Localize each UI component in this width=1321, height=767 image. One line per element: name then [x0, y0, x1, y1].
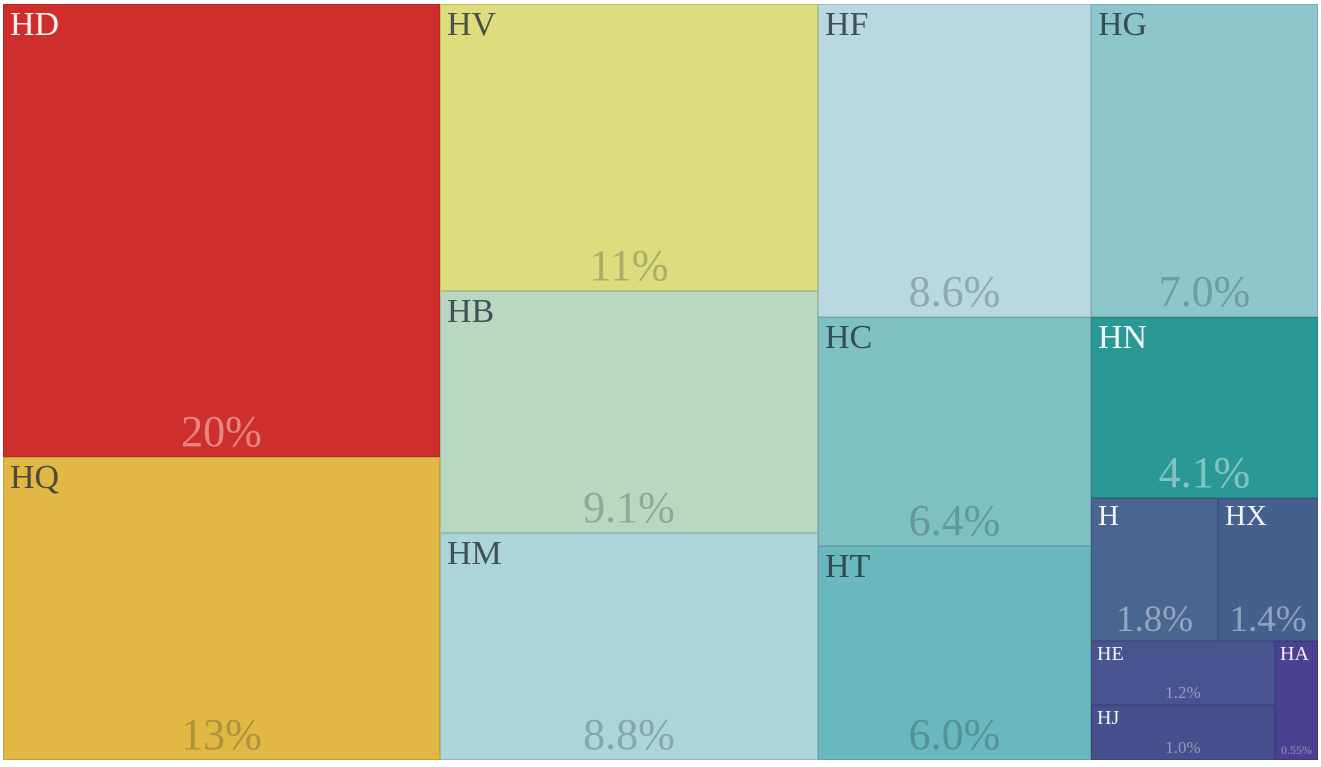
tile-label: HG — [1098, 6, 1148, 43]
treemap-tile-H[interactable]: H 1.8% — [1091, 498, 1218, 641]
tile-value: 1.0% — [1165, 738, 1201, 757]
tile-label: HJ — [1097, 707, 1120, 729]
tile-label: HD — [10, 6, 60, 43]
tile-value: 8.6% — [908, 267, 1001, 316]
treemap-tile-HV[interactable]: HV 11% — [440, 4, 818, 291]
tile-label: HB — [447, 293, 495, 330]
tile-value: 20% — [181, 407, 262, 456]
treemap-tile-HD[interactable]: HD 20% — [3, 4, 440, 457]
tile-value: 1.8% — [1115, 599, 1194, 640]
tile-value: 6.4% — [908, 496, 1001, 545]
treemap-tile-HQ[interactable]: HQ 13% — [3, 457, 440, 760]
tile-value: 6.0% — [908, 710, 1001, 759]
tile-label: HM — [447, 535, 502, 572]
tile-label: HF — [825, 6, 869, 43]
treemap-tile-HE[interactable]: HE 1.2% — [1091, 641, 1275, 705]
tile-value: 4.1% — [1158, 448, 1251, 497]
tile-value: 8.8% — [583, 710, 675, 759]
tile-label: HX — [1225, 500, 1267, 532]
tile-value: 13% — [181, 710, 262, 759]
treemap-tile-HT[interactable]: HT 6.0% — [818, 546, 1091, 760]
tile-label: HC — [825, 319, 873, 356]
treemap-tile-HX[interactable]: HX 1.4% — [1218, 498, 1318, 641]
tile-label: HE — [1097, 643, 1124, 665]
tile-value: 9.1% — [583, 483, 675, 532]
treemap-tile-HA[interactable]: HA 0.55% — [1275, 641, 1318, 760]
treemap-tile-HN[interactable]: HN 4.1% — [1091, 317, 1318, 498]
treemap-tile-HF[interactable]: HF 8.6% — [818, 4, 1091, 317]
tile-label: HV — [447, 6, 497, 43]
treemap-tile-HJ[interactable]: HJ 1.0% — [1091, 705, 1275, 760]
treemap-tile-HG[interactable]: HG 7.0% — [1091, 4, 1318, 317]
tile-label: HQ — [10, 459, 60, 496]
tile-label: HN — [1098, 319, 1148, 356]
treemap-tile-HC[interactable]: HC 6.4% — [818, 317, 1091, 546]
tile-value: 7.0% — [1158, 267, 1251, 316]
tile-value: 0.55% — [1281, 743, 1312, 757]
tile-label: HA — [1280, 643, 1309, 665]
tile-value: 1.2% — [1165, 683, 1201, 702]
treemap-tile-HM[interactable]: HM 8.8% — [440, 533, 818, 760]
tile-label: HT — [825, 548, 871, 585]
treemap-tile-HB[interactable]: HB 9.1% — [440, 291, 818, 533]
tile-label: H — [1098, 500, 1119, 532]
tile-value: 11% — [589, 241, 669, 290]
tile-value: 1.4% — [1229, 599, 1307, 640]
